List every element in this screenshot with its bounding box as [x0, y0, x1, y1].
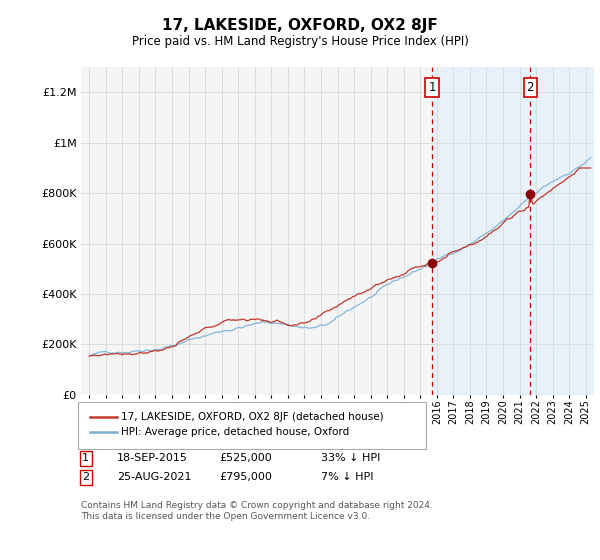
Bar [432, 67, 594, 395]
Text: 2: 2 [527, 81, 534, 94]
Text: HPI: Average price, detached house, Oxford: HPI: Average price, detached house, Oxfo… [121, 427, 349, 437]
Text: 18-SEP-2015: 18-SEP-2015 [117, 453, 188, 463]
Text: 33% ↓ HPI: 33% ↓ HPI [321, 453, 380, 463]
Text: 2: 2 [82, 472, 89, 482]
Text: 17, LAKESIDE, OXFORD, OX2 8JF: 17, LAKESIDE, OXFORD, OX2 8JF [162, 18, 438, 32]
Text: 17, LAKESIDE, OXFORD, OX2 8JF (detached house): 17, LAKESIDE, OXFORD, OX2 8JF (detached … [121, 412, 384, 422]
Text: Contains HM Land Registry data © Crown copyright and database right 2024.
This d: Contains HM Land Registry data © Crown c… [81, 501, 433, 521]
Text: £525,000: £525,000 [219, 453, 272, 463]
Text: Price paid vs. HM Land Registry's House Price Index (HPI): Price paid vs. HM Land Registry's House … [131, 35, 469, 49]
Text: 1: 1 [428, 81, 436, 94]
Text: £795,000: £795,000 [219, 472, 272, 482]
Text: 25-AUG-2021: 25-AUG-2021 [117, 472, 191, 482]
Text: 1: 1 [82, 453, 89, 463]
Text: 7% ↓ HPI: 7% ↓ HPI [321, 472, 373, 482]
